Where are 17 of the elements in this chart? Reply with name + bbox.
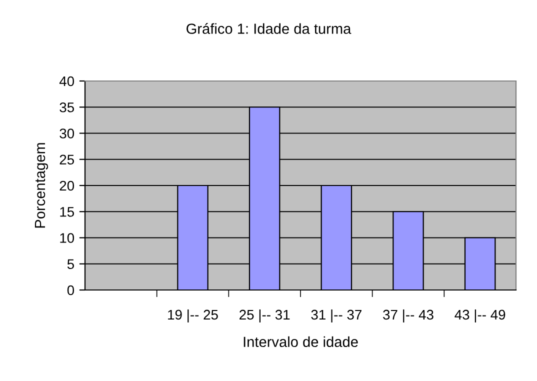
x-tick-label: 37 |-- 43: [383, 309, 434, 322]
y-tick-label: 10: [60, 233, 74, 243]
x-tick-label: 19 |-- 25: [168, 309, 218, 322]
y-tick-label: 35: [60, 102, 74, 112]
y-tick-label: 25: [60, 154, 74, 165]
y-axis-title: Porcentagem: [34, 143, 48, 228]
x-tick-label: 25 |-- 31: [240, 309, 290, 322]
y-tick-label: 40: [59, 76, 74, 86]
y-tick-label: 30: [60, 128, 74, 138]
y-tick-label: 0: [67, 285, 74, 296]
y-tick-label: 20: [60, 180, 74, 191]
y-tick-label: 5: [67, 259, 74, 270]
chart-title: Gráfico 1: Idade da turma: [186, 23, 352, 34]
x-tick-label: 43 |-- 49: [454, 309, 506, 322]
x-axis-title: Intervalo de idade: [244, 336, 358, 348]
x-tick-label: 31 |-- 37: [311, 309, 362, 322]
y-tick-label: 15: [60, 207, 74, 217]
